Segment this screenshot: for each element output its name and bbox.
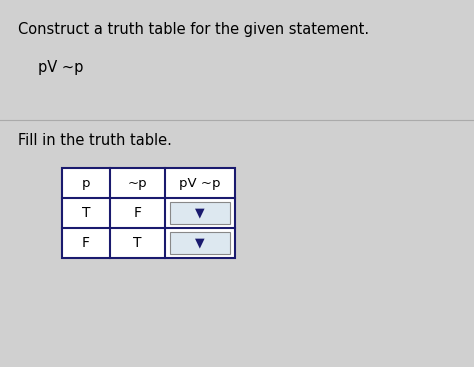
Text: Fill in the truth table.: Fill in the truth table. <box>18 133 172 148</box>
Bar <box>170 232 230 254</box>
Text: pV ~p: pV ~p <box>38 60 83 75</box>
Text: T: T <box>133 236 142 250</box>
Text: F: F <box>134 206 142 220</box>
Bar <box>170 202 230 224</box>
Text: ▼: ▼ <box>195 236 205 250</box>
Bar <box>62 168 235 258</box>
Text: pV ~p: pV ~p <box>179 177 221 189</box>
Text: ~p: ~p <box>128 177 147 189</box>
Text: F: F <box>82 236 90 250</box>
Text: p: p <box>82 177 90 189</box>
Text: ▼: ▼ <box>195 207 205 219</box>
Text: T: T <box>82 206 90 220</box>
Text: Construct a truth table for the given statement.: Construct a truth table for the given st… <box>18 22 369 37</box>
Bar <box>62 168 235 258</box>
